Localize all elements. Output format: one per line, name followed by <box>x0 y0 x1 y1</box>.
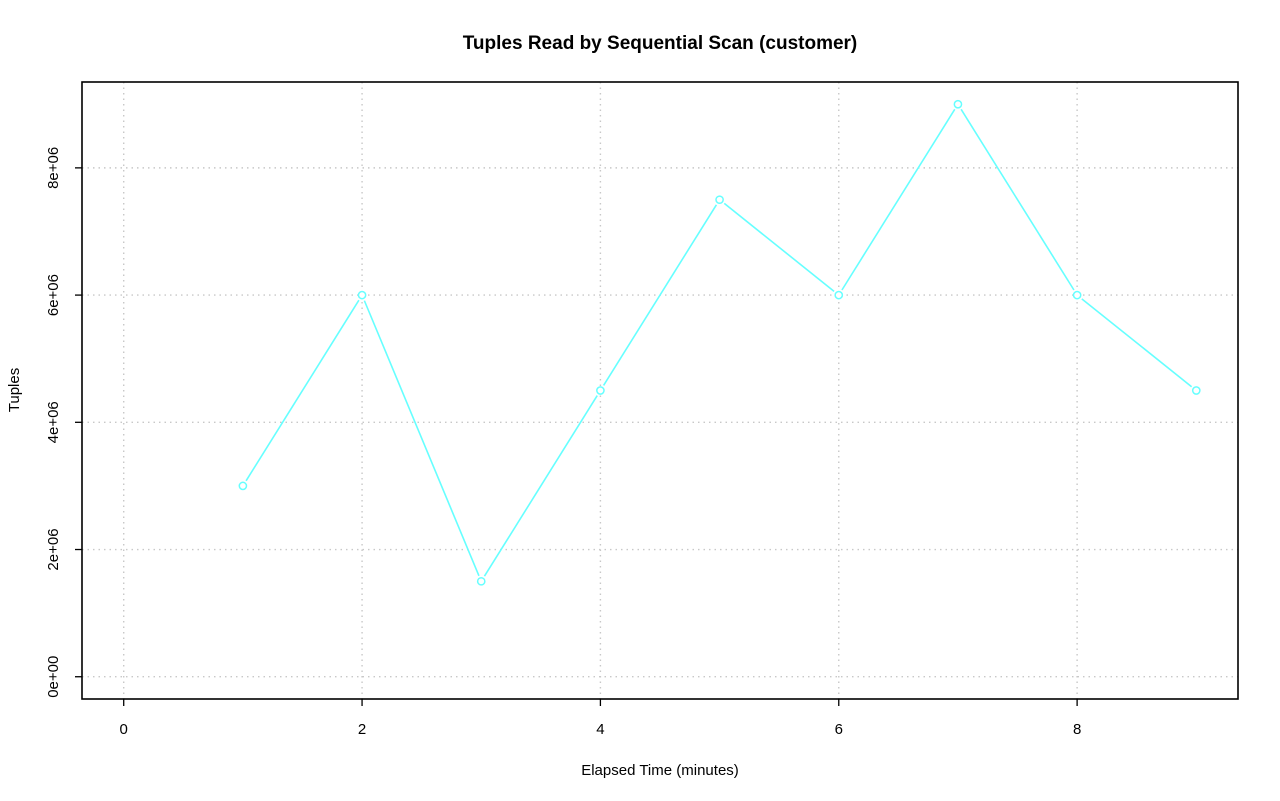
series-line-segment <box>841 108 956 291</box>
chart-title: Tuples Read by Sequential Scan (customer… <box>463 33 858 54</box>
series-layer <box>238 99 1201 586</box>
x-axis: 0 2 4 6 8 <box>120 699 1081 738</box>
series-line-segment <box>363 300 480 577</box>
series-line-segment <box>1081 298 1193 388</box>
series-line-segment <box>483 395 598 577</box>
y-tick-label: 6e+06 <box>45 274 62 316</box>
x-tick-label: 8 <box>1073 721 1081 738</box>
x-tick-label: 0 <box>120 721 128 738</box>
y-axis-label: Tuples <box>6 368 23 412</box>
series-line-segment <box>602 204 718 386</box>
data-point <box>953 99 963 109</box>
y-axis: 0e+00 2e+06 4e+06 6e+06 8e+06 <box>45 147 82 698</box>
x-axis-label: Elapsed Time (minutes) <box>581 762 739 779</box>
x-tick-label: 6 <box>835 721 843 738</box>
series-line-segment <box>960 108 1075 291</box>
data-point <box>476 576 486 586</box>
plot-area-frame <box>81 81 1239 700</box>
x-tick-label: 2 <box>358 721 366 738</box>
data-point <box>357 290 367 300</box>
data-point <box>1191 386 1201 395</box>
data-point <box>834 290 844 300</box>
data-point <box>715 195 724 205</box>
y-tick-label: 4e+06 <box>45 401 62 443</box>
data-point <box>1072 290 1082 300</box>
y-tick-label: 8e+06 <box>45 147 62 189</box>
y-tick-label: 0e+00 <box>45 656 62 698</box>
grid <box>82 82 1238 699</box>
data-point <box>238 481 248 491</box>
series-line-segment <box>723 202 835 292</box>
x-tick-label: 4 <box>596 721 604 738</box>
data-point <box>596 386 605 395</box>
y-tick-label: 2e+06 <box>45 528 62 570</box>
series-line-segment <box>245 299 360 482</box>
